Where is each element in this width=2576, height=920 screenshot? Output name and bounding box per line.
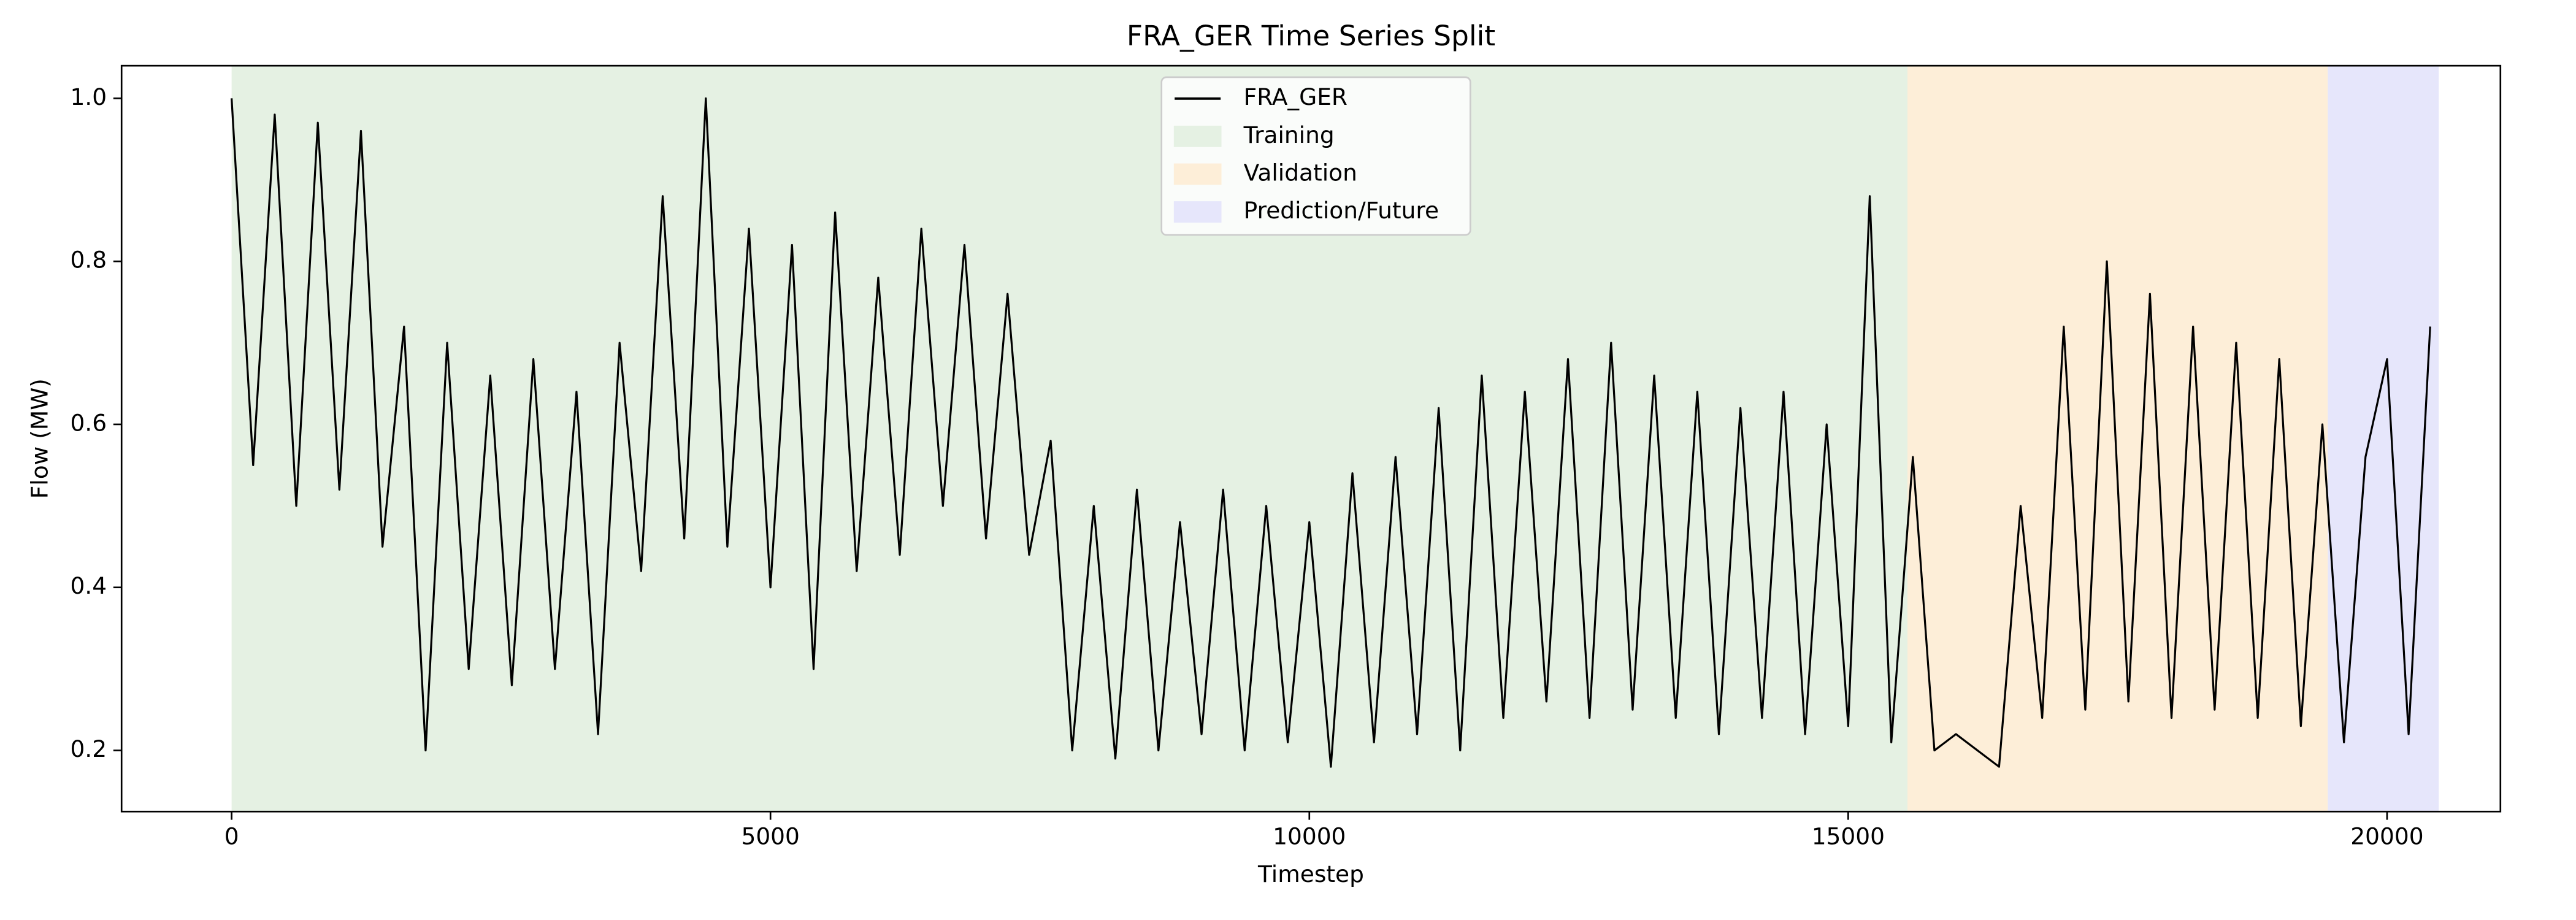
legend-patch	[1173, 201, 1222, 223]
legend-box	[1160, 76, 1471, 236]
y-tick-label: 1.0	[70, 83, 107, 110]
chart-title: FRA_GER Time Series Split	[1127, 20, 1495, 52]
plot-frame	[120, 64, 2502, 813]
span-region	[2328, 66, 2439, 812]
span-region	[231, 66, 1907, 812]
y-tick-label: 0.4	[70, 572, 107, 599]
legend: FRA_GER Training Validation Prediction/Futu…	[1160, 76, 1471, 236]
legend-label: FRA_GER	[1244, 83, 1347, 110]
legend-label: Prediction/Future	[1244, 197, 1439, 224]
y-tick-label: 0.6	[70, 409, 107, 436]
data-line	[231, 97, 2431, 768]
x-axis-label: Timestep	[1257, 861, 1364, 887]
y-tick-label: 0.2	[70, 735, 107, 762]
y-tick-label: 0.8	[70, 247, 107, 274]
x-tick-label: 20000	[2350, 823, 2423, 850]
x-tick-label: 0	[224, 823, 239, 850]
x-tick-label: 10000	[1273, 823, 1346, 850]
legend-patch	[1173, 125, 1222, 147]
y-axis-label: Flow (MW)	[26, 378, 53, 499]
legend-label: Validation	[1244, 159, 1357, 186]
span-region	[1907, 66, 2328, 812]
x-tick-label: 5000	[741, 823, 799, 850]
x-tick-label: 15000	[1812, 823, 1885, 850]
legend-label: Training	[1243, 121, 1335, 148]
legend-patch	[1173, 163, 1222, 185]
